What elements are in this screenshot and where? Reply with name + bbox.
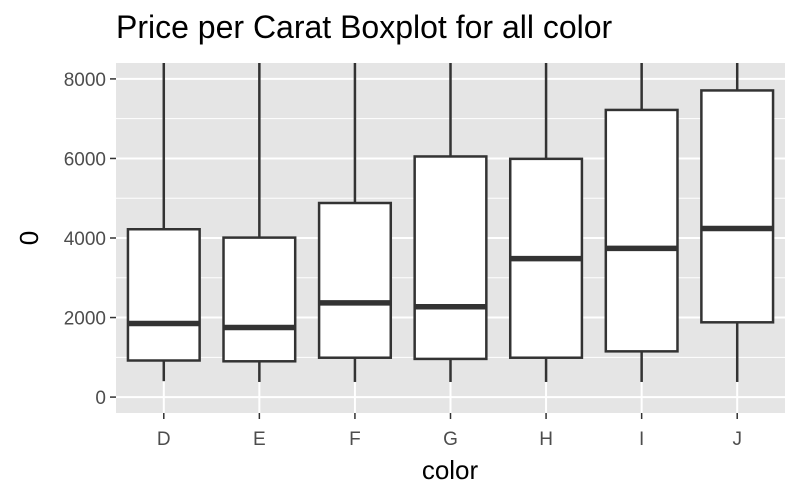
box-E (222, 63, 297, 382)
x-tick-label: F (349, 429, 361, 450)
box-I (604, 63, 679, 382)
box-iqr (413, 155, 488, 361)
x-tick-label: D (157, 429, 171, 450)
y-tick-label: 2000 (64, 309, 106, 330)
box-iqr (222, 236, 297, 363)
box-iqr (126, 228, 201, 362)
box-J (700, 63, 775, 382)
x-axis: D E F G H I J (157, 413, 742, 450)
boxes-layer (126, 63, 775, 382)
y-axis-title: 0 (14, 231, 44, 245)
x-axis-title: color (422, 455, 479, 485)
y-axis: 0 2000 4000 6000 8000 (64, 70, 116, 409)
x-tick-label: G (443, 429, 458, 450)
y-tick-label: 8000 (64, 70, 106, 91)
box-iqr (700, 89, 775, 324)
box-G (413, 63, 488, 382)
y-tick-label: 4000 (64, 229, 106, 250)
x-tick-label: J (732, 429, 742, 450)
x-tick-label: H (539, 429, 553, 450)
x-tick-label: E (253, 429, 266, 450)
chart-title: Price per Carat Boxplot for all color (116, 9, 613, 45)
box-iqr (604, 108, 679, 353)
box-D (126, 63, 201, 382)
y-tick-label: 6000 (64, 149, 106, 170)
box-H (508, 63, 584, 382)
y-tick-label: 0 (95, 388, 106, 409)
x-tick-label: I (639, 429, 644, 450)
box-F (317, 63, 393, 382)
box-iqr (317, 201, 393, 359)
